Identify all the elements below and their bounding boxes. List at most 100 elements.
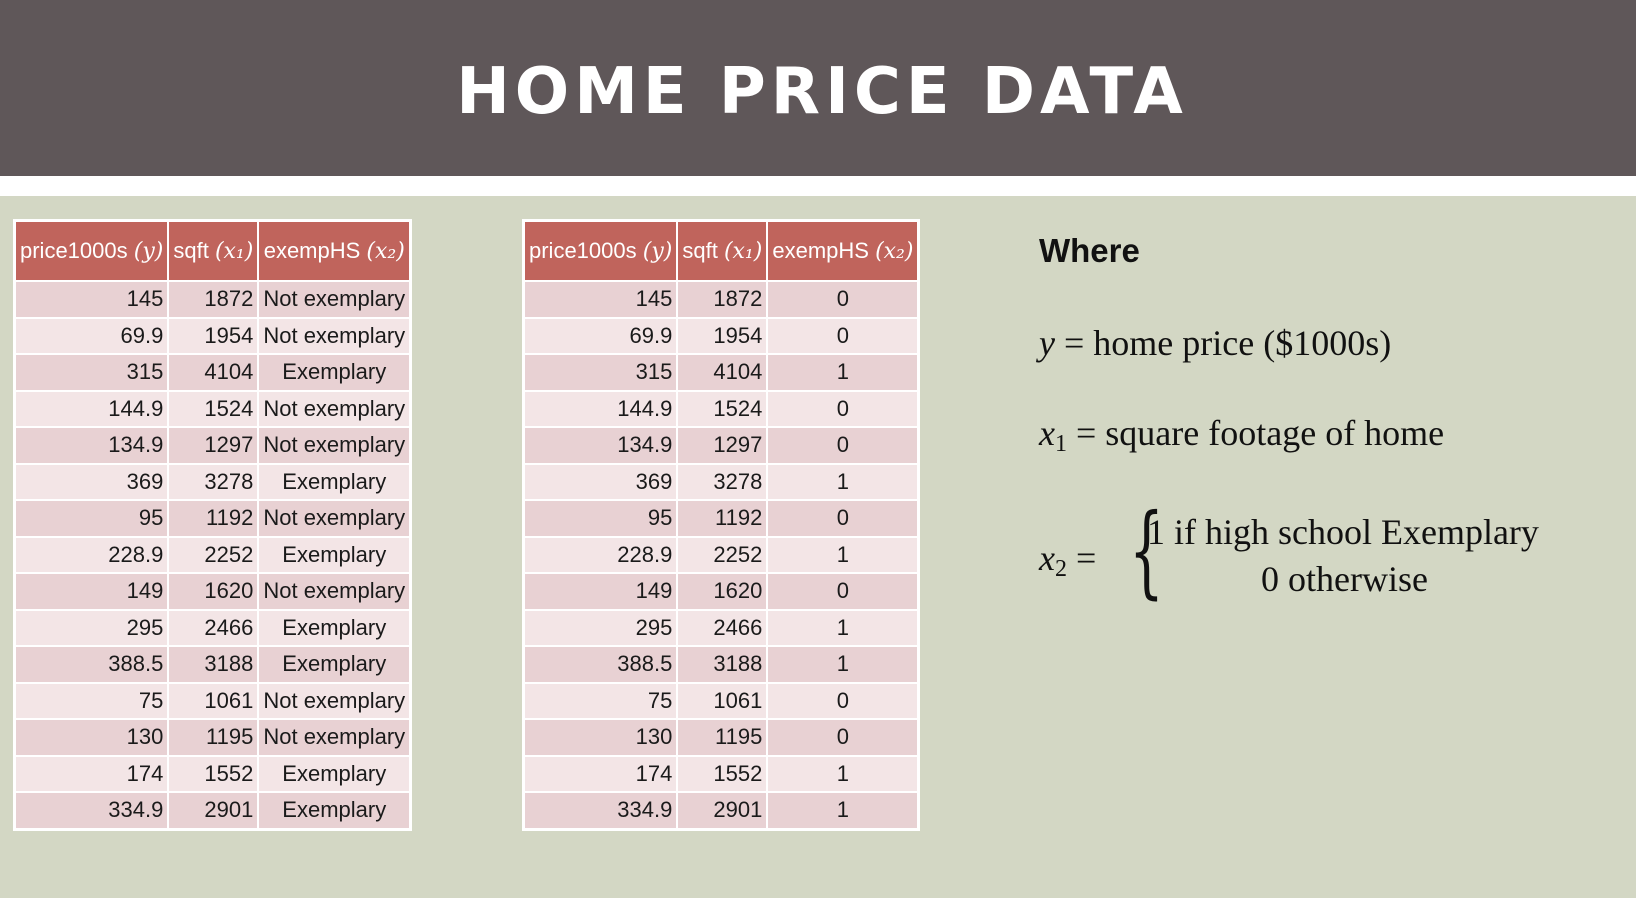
column-header-label: price1000s <box>20 238 134 263</box>
table-cell: 1 <box>766 462 920 501</box>
table-cell: 130 <box>13 718 170 757</box>
table-cell: 75 <box>522 681 679 720</box>
table-cell: 1195 <box>676 718 769 757</box>
table-cell: 145 <box>522 280 679 319</box>
table-row: 174 1552 Exemplary <box>13 754 412 793</box>
table-cell: Exemplary <box>257 791 412 830</box>
table-cell: 134.9 <box>522 426 679 465</box>
table-row: 95 1192 0 <box>522 499 920 538</box>
table-row: 228.9 2252 Exemplary <box>13 535 412 574</box>
table-cell: 144.9 <box>522 389 679 428</box>
table-cell: 315 <box>522 353 679 392</box>
table-cell: 2466 <box>676 608 769 647</box>
table-cell: 1552 <box>676 754 769 793</box>
table-cell: 95 <box>13 499 170 538</box>
table-cell: 69.9 <box>522 316 679 355</box>
table-cell: 69.9 <box>13 316 170 355</box>
table-cell: Not exemplary <box>257 389 412 428</box>
table-row: 69.9 1954 Not exemplary <box>13 316 412 355</box>
column-header-variable: (x₂) <box>875 239 914 264</box>
table-cell: Exemplary <box>257 353 412 392</box>
table-cell: 3278 <box>167 462 260 501</box>
table-cell: Not exemplary <box>257 426 412 465</box>
where-label: Where <box>1039 232 1140 269</box>
table-row: 75 1061 0 <box>522 681 920 720</box>
table-cell: 174 <box>522 754 679 793</box>
table-cell: 369 <box>13 462 170 501</box>
table-cell: 295 <box>13 608 170 647</box>
table-cell: 315 <box>13 353 170 392</box>
table-cell: 1195 <box>167 718 260 757</box>
column-header-label: exempHS <box>263 238 367 263</box>
divider-strip <box>0 176 1644 196</box>
definition-y-text: = home price ($1000s) <box>1054 323 1392 363</box>
table-cell: 1872 <box>676 280 769 319</box>
table-row: 130 1195 0 <box>522 718 920 757</box>
table-cell: 4104 <box>167 353 260 392</box>
table-cell: 0 <box>766 389 920 428</box>
slide-title: HOME PRICE DATA <box>456 55 1188 129</box>
table-cell: 369 <box>522 462 679 501</box>
table-row: 149 1620 Not exemplary <box>13 572 412 611</box>
table-cell: 1 <box>766 535 920 574</box>
var-x1-subscript: 1 <box>1054 431 1067 457</box>
table-cell: 4104 <box>676 353 769 392</box>
table-cell: Not exemplary <box>257 316 412 355</box>
table-cell: 1620 <box>676 572 769 611</box>
table-dummy-coded: price1000s (y) sqft (x₁) exempHS (x₂) 145 1… <box>522 219 921 831</box>
table-cell: 0 <box>766 426 920 465</box>
table-cell: 0 <box>766 316 920 355</box>
table-cell: 1954 <box>167 316 260 355</box>
column-header-variable: (x₂) <box>366 239 405 264</box>
table-cell: 1061 <box>167 681 260 720</box>
table-row: 334.9 2901 1 <box>522 791 920 830</box>
definition-y: y = home price ($1000s) <box>1039 322 1391 364</box>
var-x2-subscript: 2 <box>1054 556 1067 582</box>
column-header-label: sqft <box>682 238 724 263</box>
table-cell: 228.9 <box>522 535 679 574</box>
table-row: 295 2466 Exemplary <box>13 608 412 647</box>
table-cell: 1 <box>766 791 920 830</box>
table-cell: 149 <box>13 572 170 611</box>
table-cell: Not exemplary <box>257 681 412 720</box>
table-cell: 1872 <box>167 280 260 319</box>
table-row: 315 4104 1 <box>522 353 920 392</box>
table-cell: 2252 <box>167 535 260 574</box>
table-cell: Exemplary <box>257 754 412 793</box>
table-row: 144.9 1524 0 <box>522 389 920 428</box>
table-categorical: price1000s (y) sqft (x₁) exempHS (x₂) 145 1… <box>13 219 413 831</box>
table-cell: 1620 <box>167 572 260 611</box>
table-cell: 0 <box>766 572 920 611</box>
table-cell: 134.9 <box>13 426 170 465</box>
column-header-variable: (x₁) <box>723 239 763 264</box>
var-x2: x <box>1039 538 1055 578</box>
table-cell: 1552 <box>167 754 260 793</box>
table-cell: 1524 <box>167 389 260 428</box>
table-cell: 228.9 <box>13 535 170 574</box>
table-cell: 3188 <box>676 645 769 684</box>
table-cell: Not exemplary <box>257 572 412 611</box>
table-row: 388.5 3188 1 <box>522 645 920 684</box>
table-row: 228.9 2252 1 <box>522 535 920 574</box>
table-row: 134.9 1297 Not exemplary <box>13 426 412 465</box>
table-cell: 1 <box>766 353 920 392</box>
table-row: 149 1620 0 <box>522 572 920 611</box>
table-cell: 1 <box>766 754 920 793</box>
table-cell: 334.9 <box>13 791 170 830</box>
column-header-variable: (x₁) <box>214 239 254 264</box>
table-cell: 1297 <box>676 426 769 465</box>
table-cell: Not exemplary <box>257 499 412 538</box>
table-row: 145 1872 Not exemplary <box>13 280 412 319</box>
table-row: 75 1061 Not exemplary <box>13 681 412 720</box>
table-cell: 145 <box>13 280 170 319</box>
table-row: 134.9 1297 0 <box>522 426 920 465</box>
column-header-label: exempHS <box>772 238 876 263</box>
column-header-label: sqft <box>173 238 215 263</box>
column-header-variable: (y) <box>133 239 164 264</box>
column-header: price1000s (y) <box>13 219 170 282</box>
table-cell: 149 <box>522 572 679 611</box>
table-cell: 2252 <box>676 535 769 574</box>
table-row: 295 2466 1 <box>522 608 920 647</box>
table-cell: 388.5 <box>522 645 679 684</box>
table-cell: Exemplary <box>257 462 412 501</box>
